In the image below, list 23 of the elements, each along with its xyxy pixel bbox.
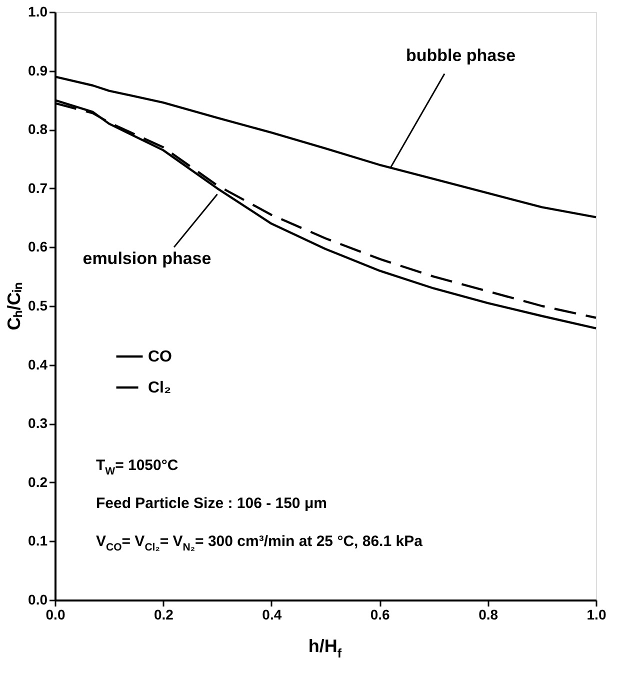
y-tick-label: 0.2 bbox=[28, 474, 48, 490]
annotation: emulsion phase bbox=[82, 248, 212, 268]
annotation: bubble phase bbox=[406, 46, 516, 66]
y-tick-label: 1.0 bbox=[28, 4, 48, 20]
legend-label: CO bbox=[148, 348, 172, 366]
y-tick-label: 0.0 bbox=[28, 592, 48, 608]
y-tick-label: 0.9 bbox=[28, 62, 48, 78]
y-tick-label: 0.5 bbox=[28, 298, 48, 314]
y-tick-label: 0.8 bbox=[28, 121, 48, 138]
x-tick-label: 1.0 bbox=[586, 606, 606, 622]
x-tick-label: 0.6 bbox=[370, 606, 390, 622]
y-tick-label: 0.7 bbox=[28, 180, 48, 196]
y-tick-label: 0.6 bbox=[28, 238, 48, 255]
y-axis-title: Cₕ/Cᵢₙ bbox=[4, 282, 24, 330]
x-tick-label: 0.8 bbox=[478, 606, 498, 622]
y-tick-label: 0.4 bbox=[28, 356, 48, 372]
x-tick-label: 0.4 bbox=[262, 606, 282, 622]
x-tick-label: 0.2 bbox=[154, 606, 174, 622]
y-tick-label: 0.1 bbox=[28, 532, 48, 549]
legend-label: Cl₂ bbox=[148, 380, 172, 396]
x-tick-label: 0.0 bbox=[46, 606, 66, 622]
y-tick-label: 0.3 bbox=[28, 415, 48, 432]
annotation: Feed Particle Size : 106 - 150 μm bbox=[96, 495, 327, 512]
